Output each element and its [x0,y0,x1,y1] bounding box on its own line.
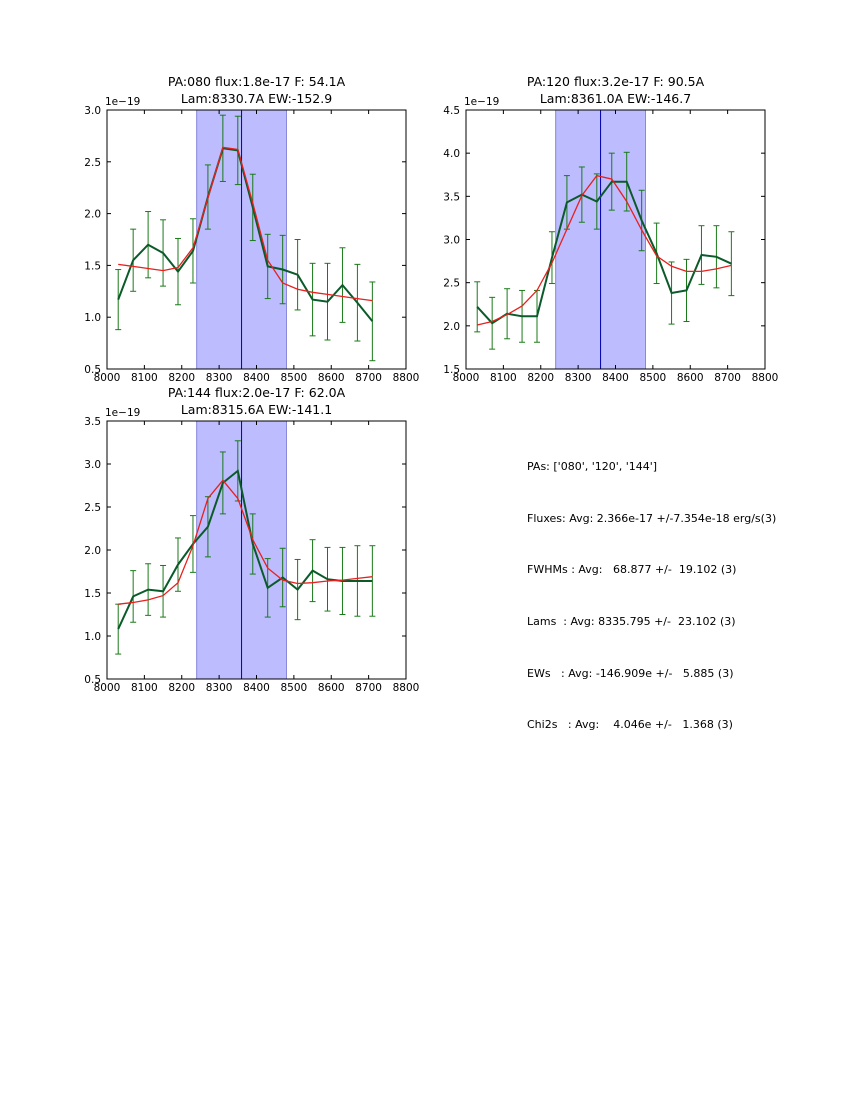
x-tick-label: 8600 [677,372,704,384]
y-tick-label: 1.5 [443,364,460,376]
x-tick-label: 8600 [318,372,345,384]
y-tick-label: 2.0 [84,545,101,557]
series-data-line [476,180,732,325]
series-data-line [117,147,374,322]
stat-lams: Lams : Avg: 8335.795 +/- 23.102 (3) [527,615,736,629]
y-tick-label: 0.5 [84,364,101,376]
x-tick-label: 8500 [281,682,308,694]
y-tick-label: 1.0 [84,631,101,643]
y-offset-label: 1e−19 [105,407,140,419]
spectrum-panel-3: 8000 8100 8200 8300 8400 8500 8600 8700 8800 0.5 1… [84,385,419,694]
panel-title-line2: Lam:8361.0A EW:-146.7 [540,91,691,106]
y-tick-label: 2.5 [443,278,460,290]
x-tick-label: 8600 [318,682,345,694]
panel-title-line2: Lam:8315.6A EW:-141.1 [181,402,332,417]
plot-content [115,421,376,679]
x-tick-label: 8700 [355,682,382,694]
y-tick-label: 1.0 [84,312,101,324]
x-tick-label: 8000 [453,372,480,384]
y-tick-label: 2.5 [84,502,101,514]
x-tick-label: 8800 [393,372,420,384]
stat-chi2s: Chi2s : Avg: 4.046e +/- 1.368 (3) [527,718,733,732]
x-tick-label: 8500 [281,372,308,384]
y-tick-label: 4.5 [443,105,460,117]
y-tick-label: 3.0 [443,235,460,247]
y-tick-label: 4.0 [443,148,460,160]
y-tick-label: 3.0 [84,459,101,471]
x-tick-label: 8300 [206,682,233,694]
y-tick-label: 3.0 [84,105,101,117]
y-offset-label: 1e−19 [464,96,499,108]
series-data-line [117,469,373,630]
panel-title-line1: PA:080 flux:1.8e-17 F: 54.1A [168,74,346,89]
x-tick-label: 8700 [355,372,382,384]
x-tick-label: 8800 [393,682,420,694]
y-offset-label: 1e−19 [105,96,140,108]
x-tick-label: 8800 [752,372,779,384]
x-tick-label: 8100 [490,372,517,384]
x-tick-label: 8400 [243,682,270,694]
panel-title-line1: PA:120 flux:3.2e-17 F: 90.5A [527,74,705,89]
x-tick-label: 8400 [243,372,270,384]
x-tick-label: 8000 [94,682,121,694]
y-tick-label: 3.5 [443,191,460,203]
x-tick-label: 8200 [527,372,554,384]
stat-fwhms: FWHMs : Avg: 68.877 +/- 19.102 (3) [527,563,737,577]
series-model-fit-line [477,174,732,326]
x-tick-label: 8500 [640,372,667,384]
x-tick-label: 8000 [94,372,121,384]
series-model-fit-line [118,479,373,605]
y-tick-label: 1.5 [84,588,101,600]
y-tick-label: 2.5 [84,157,101,169]
x-tick-label: 8400 [602,372,629,384]
plot-content [474,110,735,369]
y-tick-label: 0.5 [84,674,101,686]
x-tick-label: 8700 [714,372,741,384]
series-model-fit-line [118,146,373,302]
y-tick-label: 2.0 [84,209,101,221]
y-tick-label: 2.0 [443,321,460,333]
x-tick-label: 8100 [131,372,158,384]
x-tick-label: 8300 [565,372,592,384]
x-tick-label: 8200 [168,372,195,384]
x-tick-label: 8100 [131,682,158,694]
spectrum-panel-2: 8000 8100 8200 8300 8400 8500 8600 8700 8800 1.5 2… [443,74,778,384]
y-tick-label: 1.5 [84,260,101,272]
stat-fluxes: Fluxes: Avg: 2.366e-17 +/-7.354e-18 erg/… [527,511,777,525]
stat-ews: EWs : Avg: -146.909e +/- 5.885 (3) [527,666,734,680]
summary-statistics: PAs: ['080', '120', '144'] Fluxes: Avg: … [527,433,837,756]
spectrum-panel-1: 8000 8100 8200 8300 8400 8500 8600 8700 8800 0.5 1… [84,74,419,384]
plot-content [115,110,376,369]
panel-title-line2: Lam:8330.7A EW:-152.9 [181,91,332,106]
x-tick-label: 8200 [168,682,195,694]
panel-title-line1: PA:144 flux:2.0e-17 F: 62.0A [168,385,346,400]
y-tick-label: 3.5 [84,416,101,428]
x-tick-label: 8300 [206,372,233,384]
stat-pas: PAs: ['080', '120', '144'] [527,460,658,473]
